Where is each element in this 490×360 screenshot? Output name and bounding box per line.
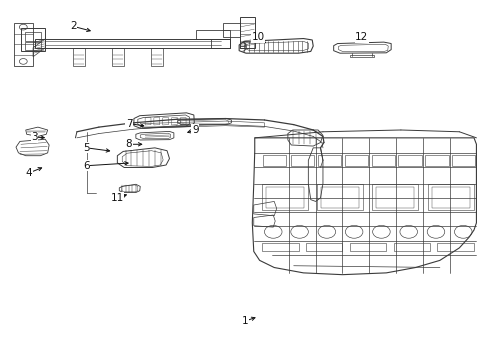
Text: 7: 7 [126,118,132,129]
Text: 10: 10 [251,32,265,42]
Text: 11: 11 [111,193,124,203]
Text: 6: 6 [83,161,90,171]
Text: 8: 8 [126,139,132,149]
Text: 9: 9 [192,125,198,135]
Text: 2: 2 [70,21,77,31]
Text: 5: 5 [83,143,90,153]
Text: 1: 1 [242,316,248,326]
Text: 12: 12 [355,32,368,42]
Text: 4: 4 [26,168,32,178]
Text: 3: 3 [31,132,38,142]
